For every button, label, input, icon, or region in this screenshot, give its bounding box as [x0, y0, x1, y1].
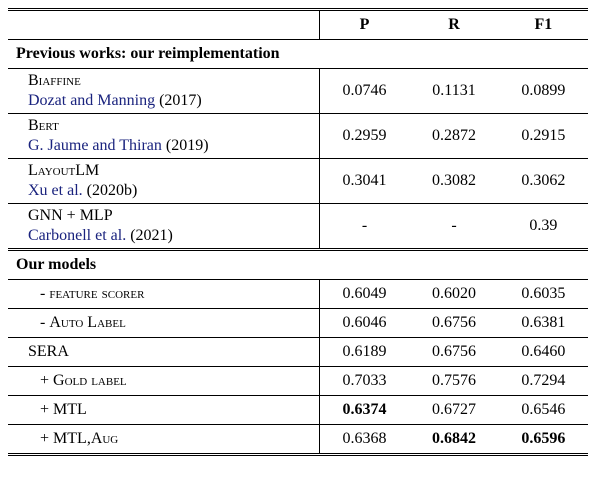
cell-r: 0.6756: [409, 338, 498, 367]
section-ours: Our models: [8, 250, 588, 280]
row-gnn: GNN + MLP Carbonell et al. (2021) - - 0.…: [8, 204, 588, 250]
citation-year: (2017): [159, 92, 202, 109]
method-feature-scorer: - feature scorer: [8, 280, 319, 309]
header-empty: [8, 10, 319, 40]
row-layoutlm: LayoutLM Xu et al. (2020b) 0.3041 0.3082…: [8, 159, 588, 204]
cell-f1: 0.0899: [499, 69, 588, 114]
method-name-sc: Auto Label: [49, 314, 125, 331]
method-name: - feature scorer: [40, 285, 144, 302]
citation-link[interactable]: Xu et al.: [28, 182, 83, 199]
row-feature-scorer: - feature scorer 0.6049 0.6020 0.6035: [8, 280, 588, 309]
method-sera: SERA: [8, 338, 319, 367]
cell-p: 0.7033: [319, 367, 409, 396]
cell-r: 0.3082: [409, 159, 498, 204]
cell-r: 0.2872: [409, 114, 498, 159]
method-gnn: GNN + MLP Carbonell et al. (2021): [8, 204, 319, 250]
method-name-pre: +: [40, 372, 53, 389]
section-label-ours: Our models: [8, 250, 588, 280]
method-bert: Bert G. Jaume and Thiran (2019): [8, 114, 319, 159]
row-sera: SERA 0.6189 0.6756 0.6460: [8, 338, 588, 367]
cell-r: 0.6727: [409, 396, 498, 425]
citation-link[interactable]: G. Jaume and Thiran: [28, 137, 162, 154]
row-gold-label: + Gold label 0.7033 0.7576 0.7294: [8, 367, 588, 396]
cell-f1: 0.6035: [499, 280, 588, 309]
col-r: R: [409, 10, 498, 40]
method-name: GNN + MLP: [28, 207, 113, 224]
cell-f1: 0.3062: [499, 159, 588, 204]
col-f1: F1: [499, 10, 588, 40]
cell-f1: 0.6596: [499, 425, 588, 455]
cell-p: 0.3041: [319, 159, 409, 204]
method-name: Biaffine: [28, 72, 81, 89]
cell-r: 0.6842: [409, 425, 498, 455]
section-label-previous: Previous works: our reimplementation: [8, 40, 588, 69]
section-previous: Previous works: our reimplementation: [8, 40, 588, 69]
cell-r: 0.7576: [409, 367, 498, 396]
cell-r: -: [409, 204, 498, 250]
method-mtl-aug: + MTL,Aug: [8, 425, 319, 455]
cell-p: -: [319, 204, 409, 250]
cell-f1: 0.39: [499, 204, 588, 250]
citation-year: (2021): [130, 227, 173, 244]
cell-f1: 0.6460: [499, 338, 588, 367]
table-header-row: P R F1: [8, 10, 588, 40]
method-name-sc: MTL: [53, 430, 87, 447]
cell-f1: 0.6381: [499, 309, 588, 338]
citation-link[interactable]: Carbonell et al.: [28, 227, 126, 244]
col-p: P: [319, 10, 409, 40]
cell-p: 0.6368: [319, 425, 409, 455]
cell-f1: 0.6546: [499, 396, 588, 425]
method-name: SERA: [28, 343, 69, 360]
citation-year: (2020b): [87, 182, 138, 199]
cell-p: 0.6189: [319, 338, 409, 367]
method-mtl: + MTL: [8, 396, 319, 425]
method-name-sc: Gold label: [53, 372, 127, 389]
method-gold-label: + Gold label: [8, 367, 319, 396]
row-mtl-aug: + MTL,Aug 0.6368 0.6842 0.6596: [8, 425, 588, 455]
method-name: Bert: [28, 117, 59, 134]
method-name-pre: +: [40, 430, 53, 447]
cell-r: 0.1131: [409, 69, 498, 114]
results-table: P R F1 Previous works: our reimplementat…: [8, 8, 588, 456]
method-name-pre: +: [40, 401, 53, 418]
row-auto-label: - Auto Label 0.6046 0.6756 0.6381: [8, 309, 588, 338]
citation-link[interactable]: Dozat and Manning: [28, 92, 155, 109]
row-mtl: + MTL 0.6374 0.6727 0.6546: [8, 396, 588, 425]
method-name-pre: -: [40, 314, 49, 331]
method-name-sc2: Aug: [91, 430, 118, 447]
method-auto-label: - Auto Label: [8, 309, 319, 338]
cell-f1: 0.2915: [499, 114, 588, 159]
cell-p: 0.6374: [319, 396, 409, 425]
row-bert: Bert G. Jaume and Thiran (2019) 0.2959 0…: [8, 114, 588, 159]
method-layoutlm: LayoutLM Xu et al. (2020b): [8, 159, 319, 204]
cell-p: 0.6046: [319, 309, 409, 338]
cell-r: 0.6020: [409, 280, 498, 309]
method-biaffine: Biaffine Dozat and Manning (2017): [8, 69, 319, 114]
cell-f1: 0.7294: [499, 367, 588, 396]
cell-r: 0.6756: [409, 309, 498, 338]
row-biaffine: Biaffine Dozat and Manning (2017) 0.0746…: [8, 69, 588, 114]
method-name-sc: MTL: [53, 401, 87, 418]
cell-p: 0.0746: [319, 69, 409, 114]
cell-p: 0.2959: [319, 114, 409, 159]
method-name: LayoutLM: [28, 162, 99, 179]
cell-p: 0.6049: [319, 280, 409, 309]
citation-year: (2019): [166, 137, 209, 154]
